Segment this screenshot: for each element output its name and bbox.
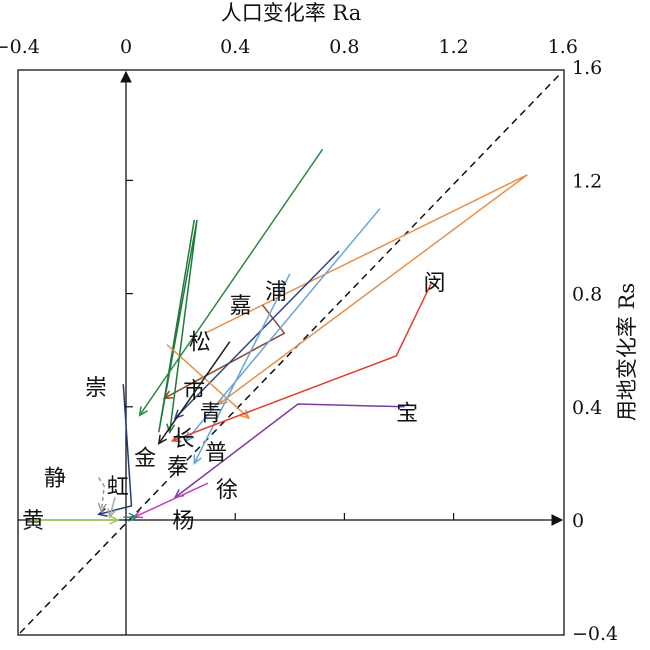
y-tick-label: 0 [572,510,584,532]
series-arrowhead-15 [97,502,107,514]
series-arrowhead-5 [173,409,184,420]
series-arrowhead-10 [193,454,202,465]
series-line-10 [193,273,291,464]
series-arrowhead-4 [97,507,108,517]
x-tick-labels: −0.4 0 0.4 0.8 1.2 1.6 [0,36,578,58]
series-line-12 [174,403,405,498]
series-label-11: 闵 [423,271,445,296]
series-line-11 [172,281,433,442]
series-label-3: 松 [189,331,211,356]
series-line-1 [204,174,528,405]
series-line-7 [158,341,231,445]
series-line-15 [98,477,105,512]
series-label-10: 奉 [167,455,189,480]
series-arrowhead-11 [170,433,182,443]
series-arrowhead-3 [166,423,176,434]
x-tick-label: 1.6 [548,36,578,58]
series-arrowhead-14 [128,512,139,522]
series-line-16 [108,497,116,518]
series-label-4: 崇 [85,376,107,401]
y-tick-label: −0.4 [572,623,618,645]
series-arrowhead-16 [107,508,117,519]
x-tick-label: 0 [120,36,132,58]
series-label-1: 浦 [265,280,287,305]
series-line-5 [174,250,340,419]
series-label-8: 金 [134,447,156,472]
series-label-15: 静 [44,467,66,492]
series-label-17: 黄 [22,509,44,534]
y-tick-label: 0.4 [572,397,602,419]
series-label-2: 嘉 [230,294,252,319]
series-label-13: 徐 [216,478,238,503]
y-axis-ticks [126,179,133,408]
series-label-5: 市 [183,379,205,404]
x-tick-label: 1.2 [438,36,468,58]
series-line-4 [98,384,133,516]
series-label-14: 杨 [172,509,194,534]
series-arrowhead-17 [109,515,120,525]
y-tick-labels: 1.6 1.2 0.8 0.4 0 −0.4 [572,57,618,645]
y-tick-label: 1.6 [572,57,602,79]
y-tick-label: 0.8 [572,284,602,306]
series-line-9 [185,208,381,442]
series-label-7: 长 [172,427,194,452]
series-arrowhead-7 [157,434,167,446]
x-tick-label: 0.4 [220,36,250,58]
series-line-13 [133,482,209,518]
series-label-16: 虹 [107,475,129,500]
series-label-12: 宝 [396,401,418,426]
x-axis-title: 人口变化率 Ra [221,1,362,25]
series-label-9: 普 [205,441,227,466]
y-axis-title: 用地变化率 Rs [615,283,639,421]
series-line-3 [158,219,198,433]
x-tick-label: −0.4 [0,36,40,58]
data-series [30,148,528,525]
series-arrowhead-8 [138,406,148,417]
plot-frame [17,69,565,636]
reference-line-1to1 [19,71,563,634]
x-tick-label: 0.8 [329,36,359,58]
series-label-6: 青 [200,401,222,426]
y-tick-label: 1.2 [572,170,602,192]
series-line-8 [139,148,324,416]
x-axis-ticks [234,513,455,520]
